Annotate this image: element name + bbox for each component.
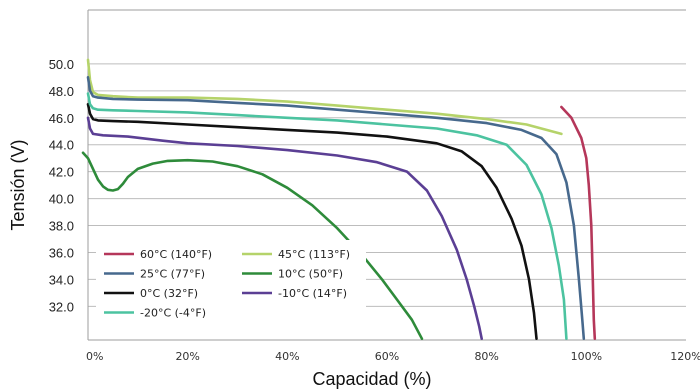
y-tick-label: 48.0	[49, 84, 74, 99]
y-tick-label: 40.0	[49, 192, 74, 207]
series-line	[86, 116, 483, 340]
series-line	[86, 92, 568, 340]
legend-label: -10°C (14°F)	[278, 287, 347, 300]
legend-label: 60°C (140°F)	[140, 248, 212, 261]
y-tick-label: 34.0	[49, 272, 74, 287]
x-tick-label: 20%	[175, 350, 199, 363]
y-tick-label: 44.0	[49, 138, 74, 153]
y-tick-label: 42.0	[49, 165, 74, 180]
legend-label: 25°C (77°F)	[140, 268, 205, 281]
legend-label: 45°C (113°F)	[278, 248, 350, 261]
x-tick-label: 80%	[474, 350, 498, 363]
legend-background	[96, 240, 366, 330]
y-tick-label: 32.0	[49, 299, 74, 314]
y-tick-label: 50.0	[49, 57, 74, 72]
series-line	[560, 105, 597, 340]
legend: 60°C (140°F) 45°C (113°F) 25°C (77°F) 10°C …	[96, 240, 366, 330]
series-line	[86, 103, 538, 340]
series-line	[86, 76, 586, 340]
series-lines	[81, 58, 597, 340]
x-axis-ticks: 0% 20% 40% 60% 80% 100% 120%	[86, 350, 700, 363]
x-tick-label: 0%	[86, 350, 103, 363]
y-tick-label: 46.0	[49, 111, 74, 126]
x-tick-label: 60%	[375, 350, 399, 363]
legend-label: 0°C (32°F)	[140, 287, 198, 300]
legend-label: 10°C (50°F)	[278, 268, 343, 281]
series-line	[86, 58, 563, 136]
x-tick-label: 100%	[571, 350, 602, 363]
y-axis-ticks: 32.0 34.0 36.0 38.0 40.0 42.0 44.0 46.0 48.0 50.0	[49, 57, 74, 314]
x-tick-label: 120%	[670, 350, 700, 363]
y-tick-label: 36.0	[49, 245, 74, 260]
x-axis-title: Capacidad (%)	[312, 369, 431, 389]
legend-label: -20°C (-4°F)	[140, 307, 206, 320]
x-tick-label: 40%	[275, 350, 299, 363]
y-tick-label: 38.0	[49, 219, 74, 234]
y-axis-title: Tensión (V)	[8, 139, 28, 230]
